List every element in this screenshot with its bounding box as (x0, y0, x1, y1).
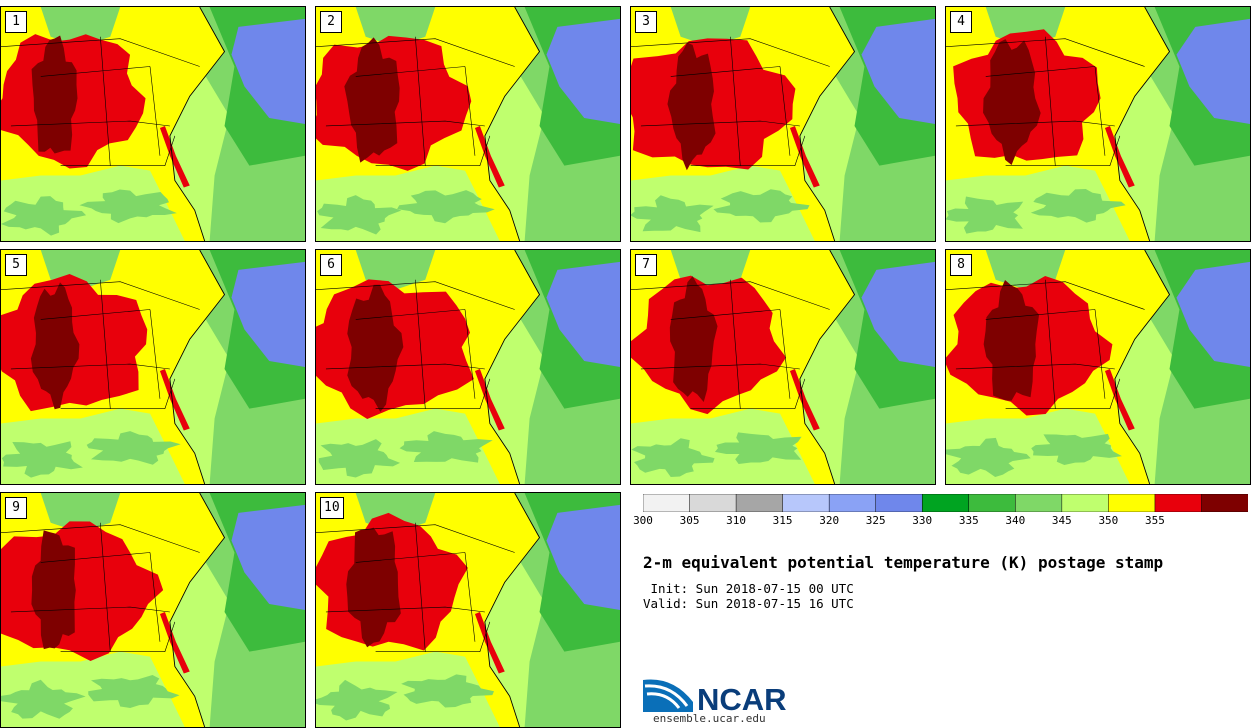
stamp-number: 10 (320, 497, 344, 519)
postage-stamp-7: 7 (630, 249, 936, 485)
colorbar-segment (921, 494, 970, 512)
colorbar-tick: 310 (726, 514, 746, 527)
logo-text: NCAR (697, 682, 787, 717)
postage-stamp-8: 8 (945, 249, 1251, 485)
logo-url: ensemble.ucar.edu (653, 712, 766, 725)
stamp-number: 2 (320, 11, 342, 33)
postage-stamp-4: 4 (945, 6, 1251, 242)
postage-stamp-5: 5 (0, 249, 306, 485)
colorbar-segment (782, 494, 830, 512)
postage-stamp-6: 6 (315, 249, 621, 485)
colorbar-tick: 335 (958, 514, 979, 527)
colorbar-segment (1201, 494, 1248, 512)
colorbar-segment (828, 494, 877, 512)
stamp-number: 5 (5, 254, 27, 276)
colorbar-tick: 340 (1005, 514, 1026, 527)
stamp-number: 6 (320, 254, 342, 276)
colorbar-segment (1061, 494, 1110, 512)
ncar-logo: NCAR (643, 679, 787, 717)
stamp-number: 8 (950, 254, 972, 276)
colorbar-segment (735, 494, 784, 512)
valid-time: Valid: Sun 2018-07-15 16 UTC (643, 596, 854, 611)
colorbar-segment (1154, 494, 1203, 512)
stamp-number: 1 (5, 11, 27, 33)
colorbar-segment (1015, 494, 1063, 512)
colorbar-tick: 355 (1144, 514, 1165, 527)
stamp-number: 3 (635, 11, 657, 33)
colorbar-tick: 305 (679, 514, 700, 527)
stamp-number: 4 (950, 11, 972, 33)
colorbar-tick-labels: 300 305 310 315 320 325 330 335 340 345 350 355 (633, 514, 1248, 528)
colorbar-segment (643, 494, 691, 512)
colorbar-tick: 350 (1098, 514, 1119, 527)
colorbar-segment (1108, 494, 1156, 512)
postage-stamp-10: 10 (315, 492, 621, 728)
stamp-number: 9 (5, 497, 27, 519)
colorbar-tick: 345 (1051, 514, 1072, 527)
colorbar-tick: 320 (819, 514, 840, 527)
init-time: Init: Sun 2018-07-15 00 UTC (643, 581, 854, 596)
colorbar-tick: 300 (633, 514, 653, 527)
colorbar (643, 494, 1248, 512)
colorbar-segment (689, 494, 737, 512)
postage-stamp-1: 1 (0, 6, 306, 242)
stamp-number: 7 (635, 254, 657, 276)
colorbar-segment (968, 494, 1017, 512)
colorbar-segment (875, 494, 923, 512)
colorbar-tick: 330 (912, 514, 933, 527)
chart-title: 2-m equivalent potential temperature (K)… (643, 553, 1164, 572)
postage-stamp-3: 3 (630, 6, 936, 242)
colorbar-tick: 325 (865, 514, 886, 527)
postage-stamp-9: 9 (0, 492, 306, 728)
colorbar-tick: 315 (772, 514, 793, 527)
postage-stamp-2: 2 (315, 6, 621, 242)
